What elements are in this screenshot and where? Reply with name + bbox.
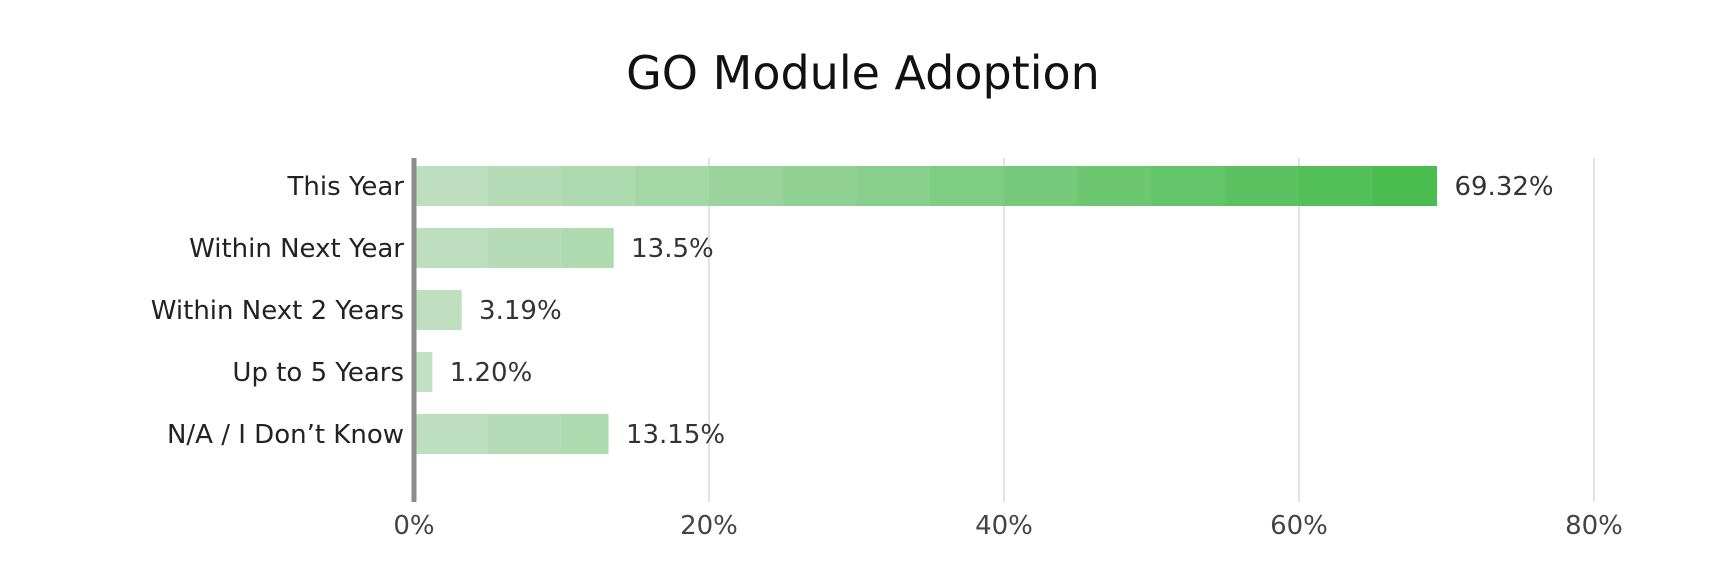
x-tick-label: 20% [680, 511, 738, 541]
labels: 0% 20% 40% 60% 80% This Year 69.32% Within Next… [151, 172, 1623, 541]
x-tick-label: 40% [975, 511, 1033, 541]
bar-segment [487, 414, 563, 454]
bar-segment [487, 228, 563, 268]
category-label: N/A / I Don’t Know [167, 420, 404, 450]
bars [414, 166, 1438, 454]
bar-segment [414, 352, 433, 392]
category-label: Within Next Year [189, 234, 404, 264]
bar-segment [1299, 166, 1374, 206]
bar [414, 352, 433, 392]
bar [414, 228, 614, 268]
x-tick-label: 60% [1270, 511, 1328, 541]
bar-segment [930, 166, 1005, 206]
bar-segment [856, 166, 931, 206]
bar [414, 414, 609, 454]
bar-segment [561, 228, 614, 268]
data-label: 3.19% [479, 296, 562, 326]
x-tick-label: 0% [393, 511, 434, 541]
category-label: Up to 5 Years [232, 358, 404, 388]
bar-segment [414, 290, 462, 330]
bar-segment [782, 166, 858, 206]
bar-segment [561, 414, 609, 454]
bar-segment [1372, 166, 1438, 206]
x-tick-label: 80% [1565, 511, 1623, 541]
data-label: 69.32% [1454, 172, 1553, 202]
data-label: 1.20% [450, 358, 533, 388]
bar-segment [414, 166, 489, 206]
bar-segment [1004, 166, 1079, 206]
bar-segment [1077, 166, 1153, 206]
category-label: Within Next 2 Years [151, 296, 404, 326]
bar-segment [487, 166, 563, 206]
bar [414, 290, 462, 330]
bar-segment [1225, 166, 1300, 206]
bar-segment [561, 166, 636, 206]
chart-title: GO Module Adoption [626, 46, 1100, 100]
bar-segment [414, 228, 489, 268]
category-label: This Year [287, 172, 405, 202]
bar-segment [635, 166, 710, 206]
bar-segment [414, 414, 489, 454]
data-label: 13.5% [631, 234, 714, 264]
bar [414, 166, 1438, 206]
bar-segment [709, 166, 784, 206]
bar-segment [1151, 166, 1226, 206]
gridlines [708, 158, 1595, 502]
data-label: 13.15% [626, 420, 725, 450]
